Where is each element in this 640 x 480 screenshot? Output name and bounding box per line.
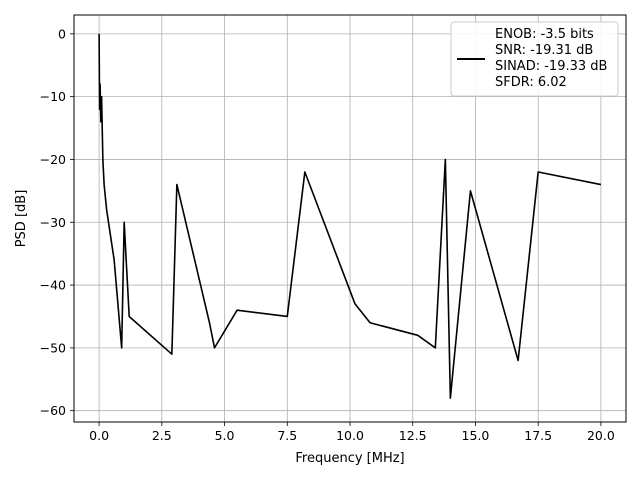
y-tick-label: −40 bbox=[40, 278, 66, 293]
x-axis-label: Frequency [MHz] bbox=[295, 451, 404, 466]
x-tick-label: 0.0 bbox=[89, 428, 109, 443]
legend: ENOB: -3.5 bits SNR: -19.31 dB SINAD: -1… bbox=[450, 21, 619, 97]
x-tick-label: 17.5 bbox=[524, 428, 552, 443]
legend-snr-text: SNR: -19.31 dB bbox=[495, 43, 593, 58]
legend-sinad-text: SINAD: -19.33 dB bbox=[495, 59, 607, 74]
legend-box bbox=[450, 21, 619, 97]
x-tick-label: 12.5 bbox=[399, 428, 427, 443]
y-tick-label: −60 bbox=[40, 403, 66, 418]
x-tick-label: 15.0 bbox=[462, 428, 490, 443]
x-tick-label: 2.5 bbox=[152, 428, 172, 443]
legend-enob-text: ENOB: -3.5 bits bbox=[495, 27, 594, 42]
legend-sfdr-text: SFDR: 6.02 bbox=[495, 75, 567, 90]
y-tick-label: 0 bbox=[58, 26, 66, 41]
psd-series-line bbox=[98, 33, 602, 399]
x-tick-label: 10.0 bbox=[336, 428, 364, 443]
x-tick-label: 7.5 bbox=[277, 428, 297, 443]
plot-area bbox=[98, 33, 602, 399]
y-axis-label: PSD [dB] bbox=[14, 190, 29, 248]
y-tick-label: −10 bbox=[40, 89, 66, 104]
x-tick-label: 20.0 bbox=[587, 428, 615, 443]
x-tick-label: 5.0 bbox=[215, 428, 235, 443]
y-tick-label: −20 bbox=[40, 152, 66, 167]
x-axis-ticks: 0.0 2.5 5.0 7.5 10.0 12.5 15.0 17.5 20.0 bbox=[89, 422, 615, 443]
y-axis-ticks: 0 −10 −20 −30 −40 −50 −60 bbox=[40, 26, 74, 418]
y-tick-label: −50 bbox=[40, 340, 66, 355]
y-tick-label: −30 bbox=[40, 215, 66, 230]
